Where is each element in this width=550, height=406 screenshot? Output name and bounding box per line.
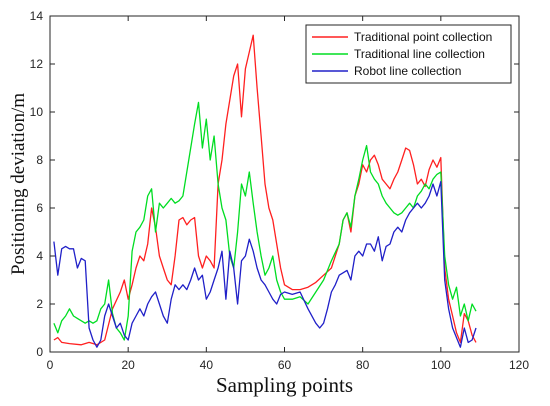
x-tick-label: 120 <box>509 358 529 372</box>
x-axis-label: Sampling points <box>216 373 353 397</box>
x-tick-label: 80 <box>356 358 370 372</box>
x-tick-label: 20 <box>121 358 135 372</box>
legend-label-0: Traditional point collection <box>354 30 492 44</box>
axis-layer: 0 20 40 60 80 100 120 0 2 4 6 8 10 12 14 <box>30 9 530 372</box>
y-tick-label: 12 <box>30 57 44 71</box>
legend: Traditional point collection Traditional… <box>305 24 512 84</box>
y-tick-label: 14 <box>30 9 44 23</box>
x-tick-label: 40 <box>200 358 214 372</box>
y-tick-label: 8 <box>36 153 43 167</box>
series-line-2 <box>53 180 477 348</box>
y-tick-label: 6 <box>36 201 43 215</box>
y-tick-label: 4 <box>36 249 43 263</box>
legend-label-1: Traditional line collection <box>354 47 485 61</box>
y-tick-label: 2 <box>36 297 43 311</box>
series-line-0 <box>53 34 477 346</box>
series-line-1 <box>53 101 477 341</box>
x-tick-label: 60 <box>278 358 292 372</box>
y-tick-label: 10 <box>30 105 44 119</box>
y-tick-label: 0 <box>36 345 43 359</box>
series-layer <box>53 34 477 348</box>
x-tick-label: 100 <box>431 358 451 372</box>
legend-label-2: Robot line collection <box>354 64 461 78</box>
x-tick-label: 0 <box>47 358 54 372</box>
y-axis-label: Positioning deviation/m <box>8 93 29 275</box>
